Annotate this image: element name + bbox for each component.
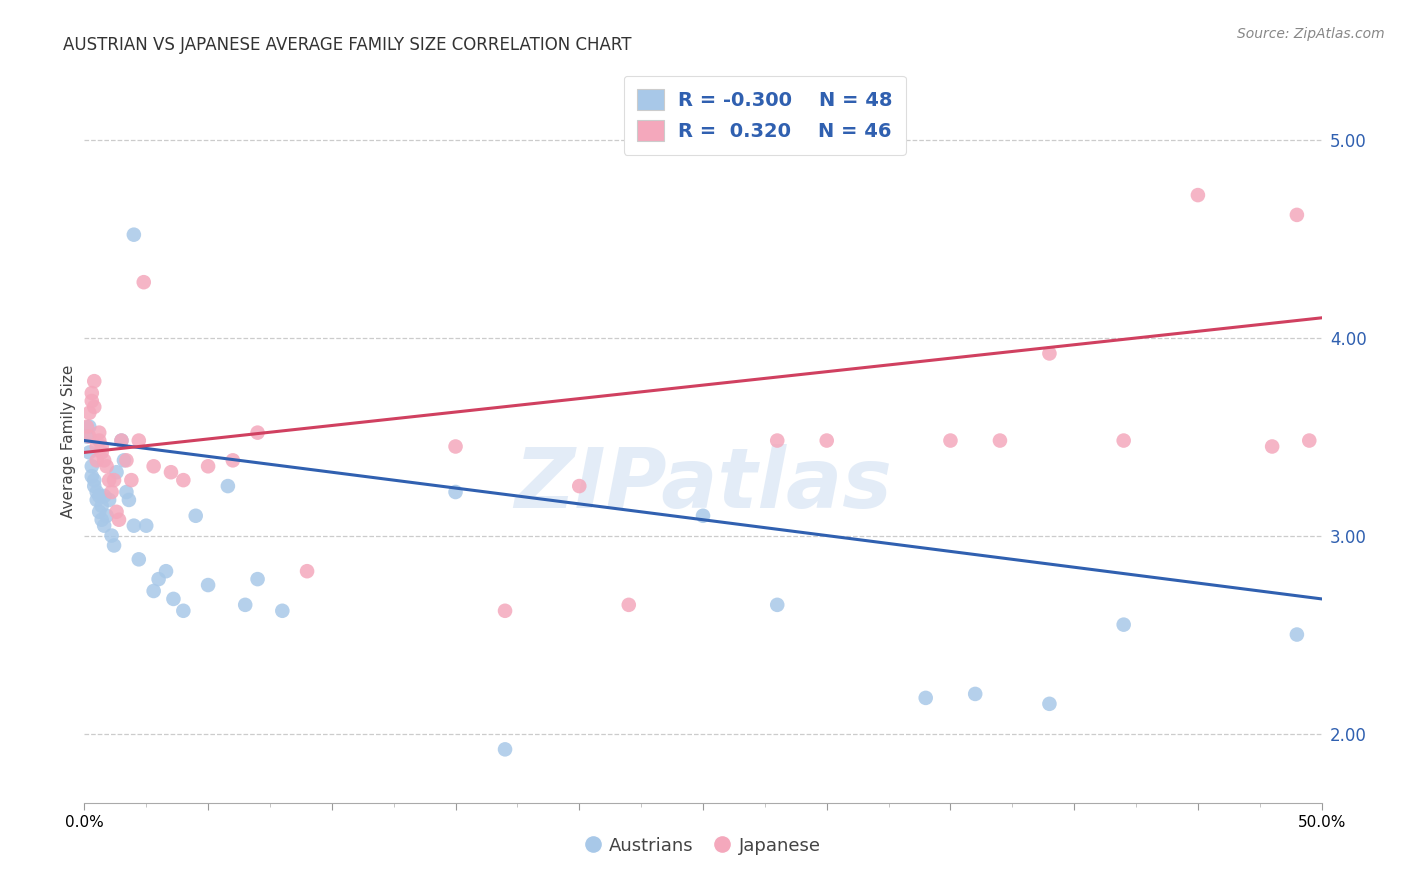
Point <box>494 604 516 618</box>
Point <box>142 584 165 599</box>
Point <box>83 473 105 487</box>
Point <box>76 419 98 434</box>
Point <box>246 425 269 440</box>
Point <box>1298 434 1320 448</box>
Point <box>1285 627 1308 641</box>
Point <box>246 572 269 586</box>
Point <box>76 429 98 443</box>
Point <box>766 598 789 612</box>
Point <box>617 598 640 612</box>
Point <box>108 513 131 527</box>
Point <box>110 434 132 448</box>
Point <box>90 440 112 454</box>
Point <box>90 513 112 527</box>
Point <box>80 459 103 474</box>
Point <box>105 465 128 479</box>
Point <box>568 479 591 493</box>
Point <box>494 742 516 756</box>
Point <box>93 518 115 533</box>
Point <box>86 492 108 507</box>
Point <box>1112 434 1135 448</box>
Point <box>80 386 103 401</box>
Point <box>766 434 789 448</box>
Point <box>692 508 714 523</box>
Point <box>988 434 1011 448</box>
Point <box>128 434 150 448</box>
Point <box>939 434 962 448</box>
Point <box>1038 697 1060 711</box>
Legend: Austrians, Japanese: Austrians, Japanese <box>578 830 828 863</box>
Point <box>79 445 101 459</box>
Point <box>1285 208 1308 222</box>
Point <box>1112 617 1135 632</box>
Point <box>83 479 105 493</box>
Point <box>90 499 112 513</box>
Point <box>965 687 987 701</box>
Point <box>83 400 105 414</box>
Point <box>86 485 108 500</box>
Point <box>132 275 155 289</box>
Point <box>112 453 135 467</box>
Point <box>197 459 219 474</box>
Point <box>222 453 245 467</box>
Point <box>103 539 125 553</box>
Point <box>233 598 256 612</box>
Y-axis label: Average Family Size: Average Family Size <box>60 365 76 518</box>
Point <box>148 572 170 586</box>
Point <box>135 518 157 533</box>
Point <box>98 492 121 507</box>
Point <box>90 445 112 459</box>
Point <box>128 552 150 566</box>
Point <box>83 374 105 388</box>
Point <box>79 419 101 434</box>
Text: ZIPatlas: ZIPatlas <box>515 444 891 525</box>
Point <box>103 473 125 487</box>
Point <box>444 485 467 500</box>
Point <box>120 473 142 487</box>
Point <box>100 528 122 542</box>
Point <box>295 564 318 578</box>
Point <box>115 453 138 467</box>
Point <box>197 578 219 592</box>
Point <box>105 505 128 519</box>
Point <box>172 473 194 487</box>
Point <box>89 425 111 440</box>
Point <box>271 604 294 618</box>
Point <box>160 465 183 479</box>
Point <box>93 489 115 503</box>
Point <box>914 690 936 705</box>
Point <box>142 459 165 474</box>
Point <box>1038 346 1060 360</box>
Point <box>89 434 111 448</box>
Point <box>162 591 184 606</box>
Point <box>217 479 239 493</box>
Point <box>96 459 118 474</box>
Point <box>80 394 103 409</box>
Point <box>155 564 177 578</box>
Point <box>444 440 467 454</box>
Point <box>80 469 103 483</box>
Point <box>110 434 132 448</box>
Point <box>89 505 111 519</box>
Point <box>1261 440 1284 454</box>
Point <box>96 508 118 523</box>
Point <box>100 485 122 500</box>
Point <box>122 227 145 242</box>
Text: Source: ZipAtlas.com: Source: ZipAtlas.com <box>1237 27 1385 41</box>
Point <box>172 604 194 618</box>
Point <box>86 453 108 467</box>
Point <box>79 429 101 443</box>
Point <box>115 485 138 500</box>
Point <box>184 508 207 523</box>
Point <box>815 434 838 448</box>
Point <box>79 406 101 420</box>
Point <box>122 518 145 533</box>
Point <box>89 489 111 503</box>
Point <box>86 440 108 454</box>
Point <box>118 492 141 507</box>
Text: AUSTRIAN VS JAPANESE AVERAGE FAMILY SIZE CORRELATION CHART: AUSTRIAN VS JAPANESE AVERAGE FAMILY SIZE… <box>63 36 631 54</box>
Point <box>93 453 115 467</box>
Point <box>98 473 121 487</box>
Point <box>1187 188 1209 202</box>
